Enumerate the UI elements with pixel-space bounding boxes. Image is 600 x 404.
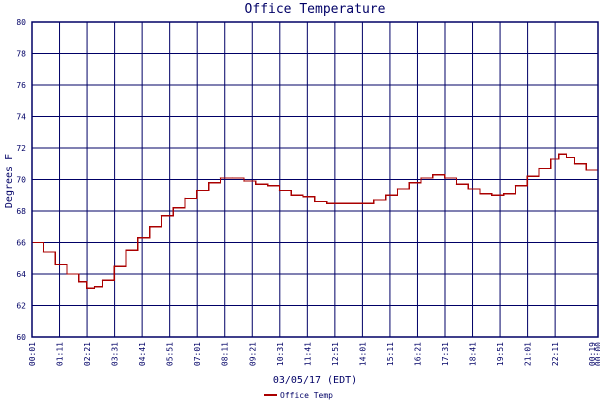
data-point <box>290 194 292 196</box>
data-point <box>86 287 88 289</box>
data-point <box>267 185 269 187</box>
data-point <box>184 197 186 199</box>
series-layer <box>31 153 599 289</box>
x-tick-label: 05:51 <box>166 342 175 366</box>
x-tick-label: 09:21 <box>248 342 257 366</box>
data-point <box>208 182 210 184</box>
x-tick-label: 15:11 <box>386 342 395 366</box>
data-point <box>314 200 316 203</box>
data-point <box>361 202 363 204</box>
data-point <box>160 215 163 217</box>
x-tick-label: 02:21 <box>83 342 92 366</box>
data-point <box>514 185 517 187</box>
x-tick-labels: 00:01 01:11 02:21 03:31 04:41 05:51 07:01 08:11… <box>28 342 600 366</box>
data-point <box>550 158 552 160</box>
y-tick-label: 64 <box>16 270 26 279</box>
x-tick-label-overlap: 00:19 <box>588 342 597 366</box>
x-tick-label: 07:01 <box>193 342 202 366</box>
plot-frame <box>31 21 599 338</box>
data-point <box>337 202 339 204</box>
data-point <box>278 189 280 192</box>
x-tick-label: 04:41 <box>138 342 147 366</box>
x-tick-label: 18:41 <box>469 342 478 366</box>
x-tick-label: 16:21 <box>413 342 422 366</box>
data-point <box>385 194 387 196</box>
x-tick-label: 00:01 <box>28 342 37 366</box>
data-point <box>585 169 587 171</box>
data-point <box>255 183 257 185</box>
data-point <box>172 207 174 209</box>
x-tick-label: 00:00 <box>594 342 600 366</box>
y-tick-label: 72 <box>16 144 26 153</box>
y-tick-label: 60 <box>16 333 26 342</box>
data-point <box>396 188 398 190</box>
y-tick-labels: 60 62 64 66 68 70 72 74 76 78 80 <box>16 18 26 342</box>
x-tick-label: 21:01 <box>524 342 533 366</box>
data-point <box>326 202 328 204</box>
data-point <box>373 199 375 201</box>
data-point <box>78 281 80 283</box>
x-tick-label: 22:11 <box>551 342 560 366</box>
y-tick-label: 62 <box>16 302 26 311</box>
data-point <box>573 163 576 165</box>
data-point <box>558 153 560 155</box>
data-point <box>93 286 96 288</box>
data-point <box>455 183 457 185</box>
x-tick-label: 01:11 <box>56 342 65 366</box>
y-tick-label: 66 <box>16 239 26 248</box>
x-axis-label: 03/05/17 (EDT) <box>273 375 357 386</box>
data-point <box>66 273 68 275</box>
x-tick-label: 03:31 <box>111 342 120 366</box>
data-point <box>54 263 56 266</box>
data-point <box>149 226 151 228</box>
data-point <box>196 189 198 192</box>
x-tick-label: 12:51 <box>331 342 340 366</box>
y-axis-label: Degrees F <box>4 154 15 208</box>
data-point <box>349 202 351 204</box>
x-tick-label: 17:31 <box>441 342 450 366</box>
data-point <box>467 188 469 190</box>
y-tick-label: 68 <box>16 207 26 216</box>
x-tick-label: 10:31 <box>276 342 285 366</box>
x-tick-label: 08:11 <box>221 342 230 366</box>
data-point <box>444 177 446 179</box>
chart-title: Office Temperature <box>245 2 386 17</box>
x-tick-label: 19:51 <box>496 342 505 366</box>
y-tick-label: 70 <box>16 176 26 185</box>
data-point <box>432 174 434 176</box>
legend-label: Office Temp <box>280 391 333 400</box>
data-point <box>243 180 245 182</box>
data-point <box>420 177 422 179</box>
data-point <box>526 175 528 177</box>
y-tick-label: 76 <box>16 81 26 90</box>
data-point <box>137 237 139 239</box>
y-tick-label: 74 <box>16 113 26 122</box>
data-point <box>565 156 568 159</box>
data-point <box>302 196 304 198</box>
data-point <box>491 194 493 196</box>
x-tick-label: 11:41 <box>303 342 312 366</box>
data-point <box>101 279 104 281</box>
data-point <box>479 193 481 195</box>
y-tick-label: 80 <box>16 18 26 27</box>
data-point <box>42 251 45 253</box>
data-point <box>219 177 221 179</box>
data-point <box>408 182 410 184</box>
data-point <box>113 265 115 267</box>
data-point <box>125 249 127 251</box>
data-point <box>503 193 505 195</box>
y-tick-label: 78 <box>16 50 26 59</box>
data-point <box>231 177 233 179</box>
x-tick-label: 14:01 <box>358 342 367 366</box>
data-point <box>538 167 540 170</box>
